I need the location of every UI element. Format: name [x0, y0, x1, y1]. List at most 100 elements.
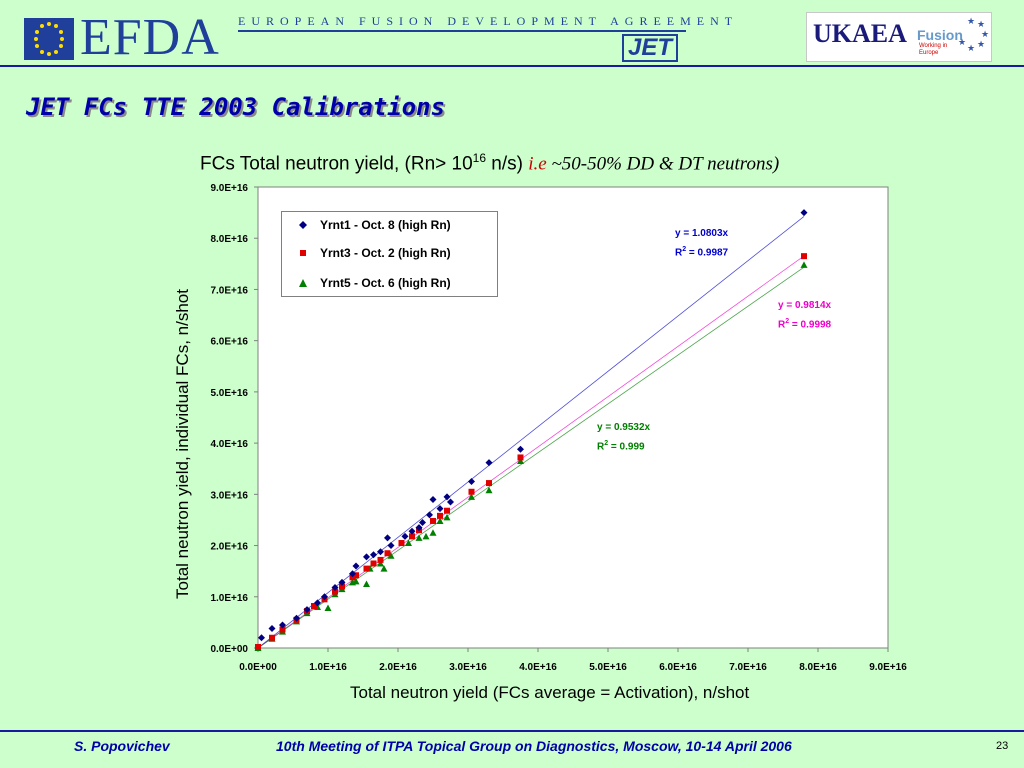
- data-point-diamond: [443, 493, 451, 501]
- legend-item-yrnt1: Yrnt1 - Oct. 8 (high Rn): [282, 215, 497, 235]
- data-point-square: [339, 583, 345, 590]
- ukaea-logo-text: UKAEA: [813, 19, 907, 48]
- y-tick-label: 1.0E+16: [210, 593, 248, 604]
- data-point-square: [279, 626, 286, 633]
- data-point-diamond: [268, 625, 276, 633]
- efda-logo: EFDA: [80, 9, 220, 66]
- fit-r2-label: R: [675, 247, 683, 259]
- jet-logo: JET: [622, 34, 679, 62]
- data-point-triangle: [443, 513, 451, 521]
- data-point-square: [517, 454, 524, 461]
- x-axis-label: Total neutron yield (FCs average = Activ…: [350, 683, 750, 702]
- data-point-diamond: [370, 551, 377, 559]
- data-point-square: [363, 565, 370, 572]
- x-tick-label: 0.0E+00: [239, 662, 277, 673]
- footer-meeting: 10th Meeting of ITPA Topical Group on Di…: [276, 738, 792, 754]
- fit-label-yrnt3: y = 0.9814x R2 = 0.9998: [778, 300, 832, 331]
- data-point-square: [353, 572, 359, 579]
- data-point-diamond: [401, 532, 409, 540]
- data-point-triangle: [429, 529, 437, 536]
- data-point-square: [444, 507, 450, 514]
- fit-lines: [257, 216, 805, 649]
- data-point-square: [409, 533, 415, 540]
- chart-title-accent: i.e: [528, 153, 547, 175]
- data-point-triangle: [363, 580, 370, 587]
- legend-item-yrnt5: Yrnt5 - Oct. 6 (high Rn): [282, 273, 497, 293]
- data-point-triangle: [387, 552, 395, 559]
- data-point-diamond: [377, 548, 384, 556]
- legend-item-yrnt3: Yrnt3 - Oct. 2 (high Rn): [282, 243, 497, 263]
- data-point-triangle: [517, 457, 524, 465]
- data-point-diamond: [387, 542, 395, 550]
- data-point-diamond: [338, 578, 346, 586]
- axes: 0.0E+00 1.0E+16 2.0E+16 3.0E+16 4.0E+16 5.0E+…: [210, 183, 907, 673]
- y-tick-label: 9.0E+16: [210, 183, 248, 194]
- x-tick-label: 6.0E+16: [659, 662, 697, 673]
- data-point-square: [468, 488, 475, 495]
- data-point-triangle: [405, 539, 412, 546]
- fit-equation: y = 0.9814x: [778, 300, 832, 311]
- chart-legend: Yrnt1 - Oct. 8 (high Rn) Yrnt3 - Oct. 2 …: [281, 211, 498, 297]
- svg-text:★: ★: [977, 20, 985, 30]
- header-divider: [0, 65, 1024, 67]
- y-tick-label: 2.0E+16: [210, 542, 248, 553]
- chart-title: FCs Total neutron yield, (Rn> 1016 n/s) …: [200, 151, 779, 175]
- x-tick-label: 8.0E+16: [799, 662, 837, 673]
- fit-line: [257, 255, 805, 649]
- x-tick-label: 2.0E+16: [379, 662, 417, 673]
- data-point-triangle: [380, 565, 388, 572]
- y-axis-label: Total neutron yield, individual FCs, n/s…: [173, 289, 192, 599]
- square-marker-icon: [300, 250, 306, 256]
- svg-text:★: ★: [967, 44, 975, 54]
- chart-title-exponent: 16: [472, 151, 487, 165]
- x-tick-label: 5.0E+16: [589, 662, 627, 673]
- x-tick-label: 7.0E+16: [729, 662, 767, 673]
- y-tick-label: 6.0E+16: [210, 337, 248, 348]
- data-point-diamond: [419, 519, 426, 527]
- chart-title-main: FCs Total neutron yield, (Rn> 10: [200, 153, 473, 175]
- data-point-square: [255, 643, 261, 650]
- data-point-diamond: [258, 634, 265, 642]
- data-point-triangle: [468, 493, 475, 500]
- chart-title-italic: ~50-50% DD & DT neutrons): [546, 153, 780, 175]
- y-tick-label: 3.0E+16: [210, 490, 248, 501]
- fit-r2-label: R: [597, 441, 605, 453]
- data-point-square: [398, 539, 405, 546]
- data-point-diamond: [349, 570, 356, 578]
- data-point-square: [437, 512, 443, 519]
- data-point-square: [370, 560, 377, 567]
- ukaea-fusion-text: Fusion: [917, 27, 963, 43]
- x-tick-label: 3.0E+16: [449, 662, 487, 673]
- data-point-diamond: [331, 584, 339, 592]
- fit-label-yrnt5: y = 0.9532x R2 = 0.999: [597, 422, 651, 453]
- data-point-diamond: [303, 606, 311, 614]
- diamond-marker-icon: [299, 221, 307, 229]
- slide-footer: S. Popovichev 10th Meeting of ITPA Topic…: [0, 738, 1024, 758]
- y-tick-label: 5.0E+16: [210, 388, 248, 399]
- data-point-square: [269, 634, 275, 641]
- data-point-diamond: [517, 445, 524, 453]
- data-point-square: [377, 556, 384, 563]
- footer-author: S. Popovichev: [74, 738, 170, 754]
- data-point-diamond: [468, 478, 475, 486]
- x-tick-label: 9.0E+16: [869, 662, 907, 673]
- svg-text:★: ★: [958, 38, 966, 48]
- legend-label: Yrnt3 - Oct. 2 (high Rn): [320, 246, 451, 260]
- fit-equation: y = 1.0803x: [675, 228, 729, 239]
- data-point-diamond: [429, 495, 437, 503]
- y-tick-label: 0.0E+00: [210, 644, 248, 655]
- data-point-square: [311, 602, 317, 609]
- stars-icon: ★ ★★ ★★★: [958, 17, 989, 54]
- data-point-diamond: [800, 209, 808, 217]
- fit-equation: y = 0.9532x: [597, 422, 651, 433]
- data-points: [254, 209, 808, 651]
- chart-title-unit: n/s): [486, 153, 529, 175]
- data-point-diamond: [384, 534, 391, 542]
- x-tick-label: 1.0E+16: [309, 662, 347, 673]
- data-point-diamond: [447, 498, 454, 506]
- fit-line: [257, 266, 805, 649]
- data-point-square: [801, 253, 807, 260]
- fit-r2-value: = 0.9998: [789, 319, 832, 331]
- legend-label: Yrnt5 - Oct. 6 (high Rn): [320, 276, 451, 290]
